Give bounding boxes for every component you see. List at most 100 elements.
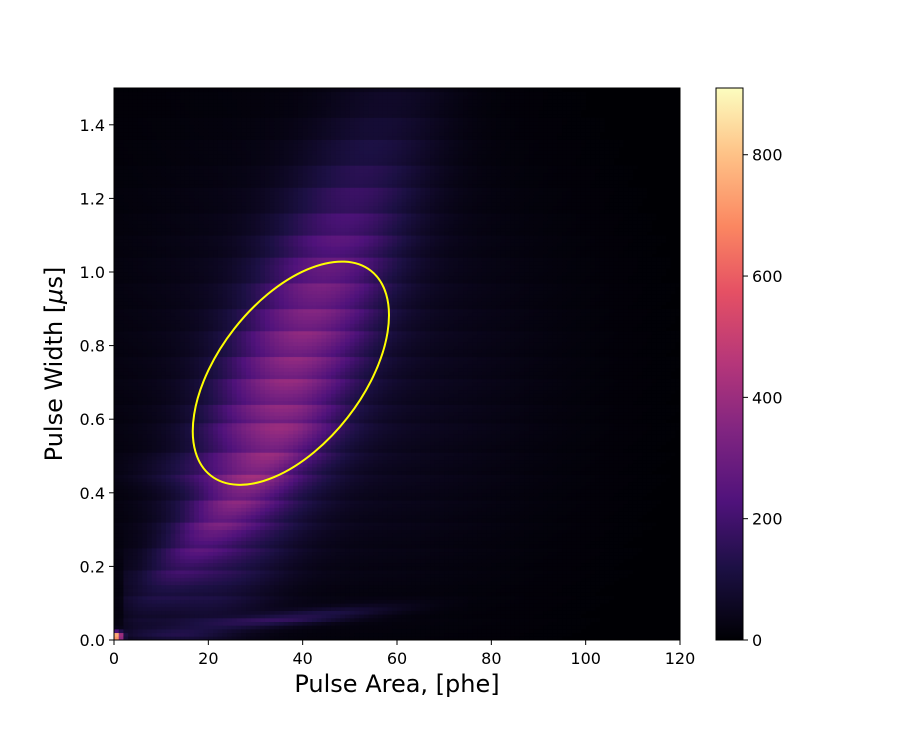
heatmap-cell <box>250 463 256 468</box>
heatmap-cell <box>222 91 228 96</box>
heatmap-cell <box>260 231 266 236</box>
heatmap-cell <box>203 202 209 207</box>
heatmap-cell <box>137 599 143 604</box>
heatmap-cell <box>128 286 134 291</box>
heatmap-cell <box>250 187 256 192</box>
heatmap-cell <box>165 375 171 380</box>
heatmap-cell <box>269 610 275 615</box>
heatmap-cell <box>227 91 233 96</box>
heatmap-cell <box>231 599 238 604</box>
heatmap-cell <box>236 514 242 519</box>
heatmap-cell <box>246 393 252 398</box>
heatmap-cell <box>269 603 275 608</box>
heatmap-cell <box>198 551 205 556</box>
heatmap-cell <box>165 209 171 214</box>
heatmap-cell <box>175 227 181 232</box>
heatmap-cell <box>203 364 209 369</box>
heatmap-cell <box>227 588 233 593</box>
heatmap-cell <box>189 202 195 207</box>
heatmap-cell <box>137 316 143 321</box>
heatmap-cell <box>208 297 214 302</box>
heatmap-cell <box>203 334 209 339</box>
heatmap-cell <box>231 352 238 358</box>
heatmap-cell <box>250 110 256 115</box>
heatmap-cell <box>132 592 138 597</box>
heatmap-cell <box>175 305 181 310</box>
heatmap-cell <box>184 404 190 409</box>
heatmap-cell <box>260 102 266 107</box>
heatmap-cell <box>161 411 167 416</box>
heatmap-cell <box>118 364 124 369</box>
heatmap-cell <box>198 91 205 96</box>
heatmap-cell <box>175 268 181 273</box>
heatmap-cell <box>203 360 209 365</box>
heatmap-cell <box>137 441 143 446</box>
heatmap-cell <box>123 323 129 328</box>
heatmap-cell <box>132 636 138 640</box>
heatmap-cell <box>151 419 157 424</box>
heatmap-cell <box>203 272 209 277</box>
heatmap-cell <box>250 628 256 634</box>
heatmap-cell <box>137 183 143 188</box>
heatmap-cell <box>264 294 271 299</box>
heatmap-cell <box>231 588 238 593</box>
heatmap-cell <box>123 290 129 295</box>
heatmap-cell <box>118 345 124 350</box>
heatmap-cell <box>147 566 153 571</box>
heatmap-cell <box>184 194 190 199</box>
heatmap-cell <box>217 301 223 306</box>
heatmap-cell <box>175 246 181 251</box>
heatmap-cell <box>255 143 261 148</box>
heatmap-cell <box>156 397 162 402</box>
heatmap-cell <box>260 305 266 310</box>
heatmap-cell <box>128 146 134 151</box>
heatmap-cell <box>208 592 214 597</box>
heatmap-cell <box>208 551 214 556</box>
heatmap-cell <box>264 216 271 221</box>
heatmap-cell <box>184 617 190 622</box>
heatmap-cell <box>231 408 238 413</box>
heatmap-cell <box>208 628 214 634</box>
heatmap-cell <box>208 426 214 431</box>
heatmap-cell <box>222 327 228 332</box>
heatmap-cell <box>260 433 266 438</box>
heatmap-cell <box>260 551 266 556</box>
heatmap-cell <box>161 636 167 640</box>
heatmap-cell <box>250 514 256 519</box>
heatmap-cell <box>198 161 205 166</box>
heatmap-cell <box>165 198 171 203</box>
heatmap-cell <box>147 430 153 435</box>
heatmap-cell <box>264 448 271 453</box>
heatmap-cell <box>165 238 171 243</box>
heatmap-cell <box>264 636 271 640</box>
heatmap-cell <box>180 621 186 626</box>
heatmap-cell <box>246 150 252 155</box>
heatmap-cell <box>250 364 256 369</box>
heatmap-cell <box>222 514 228 519</box>
heatmap-cell <box>132 286 138 291</box>
heatmap-cell <box>217 606 223 611</box>
heatmap-cell <box>114 91 120 96</box>
heatmap-cell <box>260 220 266 225</box>
heatmap-cell <box>227 437 233 442</box>
heatmap-cell <box>189 540 195 545</box>
heatmap-cell <box>246 297 252 302</box>
heatmap-cell <box>156 492 162 497</box>
heatmap-cell <box>151 323 157 328</box>
heatmap-cell <box>137 467 143 472</box>
heatmap-cell <box>217 419 223 424</box>
heatmap-cell <box>260 404 266 409</box>
heatmap-cell <box>123 555 129 560</box>
heatmap-cell <box>189 496 195 501</box>
heatmap-cell <box>246 570 252 575</box>
heatmap-cell <box>118 500 124 505</box>
heatmap-cell <box>246 500 252 505</box>
heatmap-cell <box>250 636 256 640</box>
heatmap-cell <box>132 99 138 104</box>
heatmap-cell <box>203 246 209 251</box>
heatmap-cell <box>246 566 252 571</box>
heatmap-cell <box>250 308 256 313</box>
heatmap-cell <box>255 113 261 118</box>
heatmap-cell <box>165 386 171 391</box>
heatmap-cell <box>123 566 129 571</box>
